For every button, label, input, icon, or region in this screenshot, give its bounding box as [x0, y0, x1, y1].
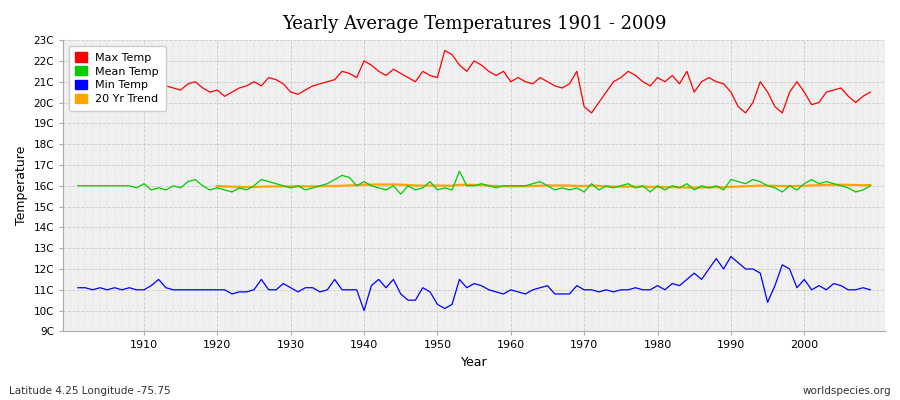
20 Yr Trend	[300, 184, 310, 189]
20 Yr Trend	[850, 183, 861, 188]
Mean Temp	[131, 186, 142, 190]
Min Temp	[506, 288, 517, 292]
Text: worldspecies.org: worldspecies.org	[803, 386, 891, 396]
Mean Temp	[292, 183, 303, 188]
Line: Min Temp: Min Temp	[78, 256, 870, 311]
20 Yr Trend	[674, 185, 685, 190]
20 Yr Trend	[770, 184, 780, 188]
Mean Temp	[608, 186, 619, 190]
Max Temp	[586, 110, 597, 115]
Title: Yearly Average Temperatures 1901 - 2009: Yearly Average Temperatures 1901 - 2009	[282, 15, 666, 33]
Mean Temp	[395, 192, 406, 196]
Max Temp	[131, 82, 142, 86]
Legend: Max Temp, Mean Temp, Min Temp, 20 Yr Trend: Max Temp, Mean Temp, Min Temp, 20 Yr Tre…	[68, 46, 166, 111]
Min Temp	[601, 288, 612, 292]
Min Temp	[292, 290, 303, 294]
Min Temp	[725, 254, 736, 259]
Mean Temp	[520, 183, 531, 188]
Mean Temp	[513, 183, 524, 188]
Min Temp	[865, 288, 876, 292]
Max Temp	[608, 79, 619, 84]
Min Temp	[73, 285, 84, 290]
Max Temp	[73, 84, 84, 88]
20 Yr Trend	[418, 183, 428, 188]
Mean Temp	[337, 173, 347, 178]
Mean Temp	[73, 183, 84, 188]
Max Temp	[292, 92, 303, 97]
Text: Latitude 4.25 Longitude -75.75: Latitude 4.25 Longitude -75.75	[9, 386, 171, 396]
Min Temp	[513, 290, 524, 294]
Mean Temp	[865, 183, 876, 188]
Line: 20 Yr Trend: 20 Yr Trend	[217, 184, 870, 188]
20 Yr Trend	[688, 185, 699, 190]
Max Temp	[506, 79, 517, 84]
Max Temp	[865, 90, 876, 94]
Mean Temp	[454, 169, 464, 174]
Min Temp	[337, 288, 347, 292]
Min Temp	[131, 288, 142, 292]
20 Yr Trend	[865, 183, 876, 188]
20 Yr Trend	[388, 182, 399, 187]
Max Temp	[513, 75, 524, 80]
20 Yr Trend	[212, 184, 222, 188]
20 Yr Trend	[784, 184, 795, 188]
Line: Max Temp: Max Temp	[78, 50, 870, 113]
Max Temp	[337, 69, 347, 74]
Max Temp	[439, 48, 450, 53]
Min Temp	[358, 308, 369, 313]
Y-axis label: Temperature: Temperature	[15, 146, 28, 226]
Line: Mean Temp: Mean Temp	[78, 171, 870, 194]
X-axis label: Year: Year	[461, 356, 488, 369]
